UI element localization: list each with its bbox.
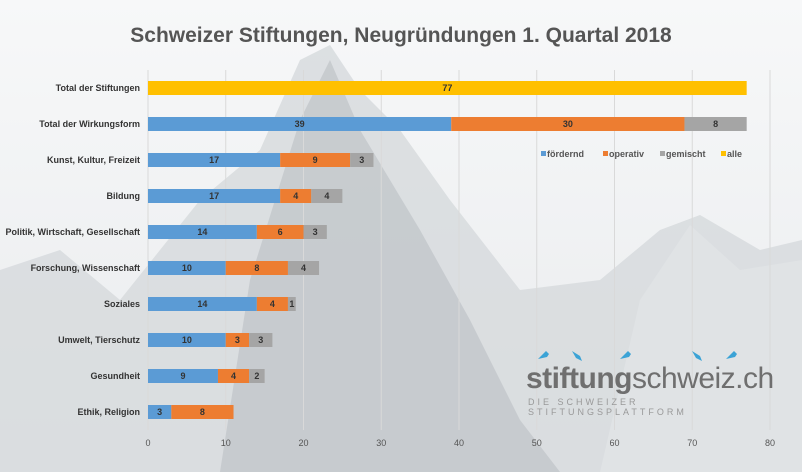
data-label: 10 <box>182 263 192 273</box>
data-label: 4 <box>324 191 329 201</box>
bar-operativ <box>451 117 685 131</box>
legend-label: operativ <box>609 149 644 159</box>
bar-gemischt <box>249 333 273 347</box>
bar-gemischt <box>287 261 320 275</box>
bar-operativ <box>256 297 288 311</box>
data-label: 9 <box>313 155 318 165</box>
data-label: 8 <box>713 119 718 129</box>
logo-birds-icon <box>538 351 737 361</box>
bar-fördernd <box>148 333 226 347</box>
data-label: 8 <box>254 263 259 273</box>
legend-swatch-fördernd <box>541 151 546 156</box>
category-label: Total der Wirkungsform <box>39 119 140 129</box>
data-label: 2 <box>254 371 259 381</box>
bar-gemischt <box>303 225 327 239</box>
x-tick-label: 50 <box>532 438 542 448</box>
category-label: Forschung, Wissenschaft <box>31 263 140 273</box>
x-tick-label: 10 <box>221 438 231 448</box>
bar-fördernd <box>148 405 172 419</box>
bar-fördernd <box>148 153 281 167</box>
legend-label: alle <box>727 149 742 159</box>
legend-label: fördernd <box>547 149 584 159</box>
bar-alle <box>148 81 747 95</box>
bar-fördernd <box>148 369 218 383</box>
legend-swatch-gemischt <box>660 151 665 156</box>
x-tick-label: 70 <box>687 438 697 448</box>
category-label: Soziales <box>104 299 140 309</box>
bar-operativ <box>280 189 312 203</box>
bar-operativ <box>280 153 351 167</box>
data-label: 3 <box>157 407 162 417</box>
category-label: Umwelt, Tierschutz <box>58 335 140 345</box>
data-label: 39 <box>295 119 305 129</box>
bar-fördernd <box>148 261 226 275</box>
x-tick-label: 20 <box>298 438 308 448</box>
bar-gemischt <box>249 369 265 383</box>
data-label: 4 <box>231 371 236 381</box>
bar-operativ <box>256 225 304 239</box>
data-label: 6 <box>278 227 283 237</box>
data-label: 3 <box>258 335 263 345</box>
bar-fördernd <box>148 117 452 131</box>
legend-swatch-alle <box>721 151 726 156</box>
x-tick-label: 30 <box>376 438 386 448</box>
data-label: 14 <box>197 299 207 309</box>
logo-rest: schweiz.ch <box>631 362 774 395</box>
x-tick-label: 0 <box>145 438 150 448</box>
data-label: 3 <box>359 155 364 165</box>
data-label: 14 <box>197 227 207 237</box>
data-label: 8 <box>200 407 205 417</box>
bar-gemischt <box>684 117 747 131</box>
bar-operativ <box>225 261 288 275</box>
logo-tagline: DIE SCHWEIZER STIFTUNGSPLATTFORM <box>528 397 687 417</box>
legend-label: gemischt <box>666 149 706 159</box>
bar-operativ <box>225 333 250 347</box>
data-label: 17 <box>209 191 219 201</box>
bar-gemischt <box>350 153 374 167</box>
category-label: Gesundheit <box>90 371 140 381</box>
bar-fördernd <box>148 297 257 311</box>
category-label: Ethik, Religion <box>77 407 140 417</box>
legend-swatch-operativ <box>603 151 608 156</box>
logo-bold: stiftung <box>526 362 632 395</box>
bar-gemischt <box>311 189 343 203</box>
category-label: Politik, Wirtschaft, Gesellschaft <box>6 227 140 237</box>
category-label: Bildung <box>107 191 141 201</box>
bar-fördernd <box>148 189 281 203</box>
data-label: 1 <box>289 299 294 309</box>
x-tick-label: 40 <box>454 438 464 448</box>
category-label: Total der Stiftungen <box>56 83 140 93</box>
chart-title: Schweizer Stiftungen, Neugründungen 1. Q… <box>130 24 672 47</box>
data-label: 9 <box>180 371 185 381</box>
data-label: 3 <box>235 335 240 345</box>
data-label: 4 <box>270 299 275 309</box>
bar-fördernd <box>148 225 257 239</box>
data-label: 10 <box>182 335 192 345</box>
data-label: 30 <box>563 119 573 129</box>
bar-operativ <box>171 405 234 419</box>
category-label: Kunst, Kultur, Freizeit <box>47 155 140 165</box>
bar-operativ <box>217 369 250 383</box>
data-label: 77 <box>442 83 452 93</box>
x-tick-label: 60 <box>609 438 619 448</box>
bar-gemischt <box>287 297 296 311</box>
data-label: 17 <box>209 155 219 165</box>
data-label: 4 <box>293 191 298 201</box>
x-tick-label: 80 <box>765 438 775 448</box>
logo-wordmark: stiftungschweiz.ch <box>526 362 774 396</box>
data-label: 4 <box>301 263 306 273</box>
data-label: 3 <box>313 227 318 237</box>
